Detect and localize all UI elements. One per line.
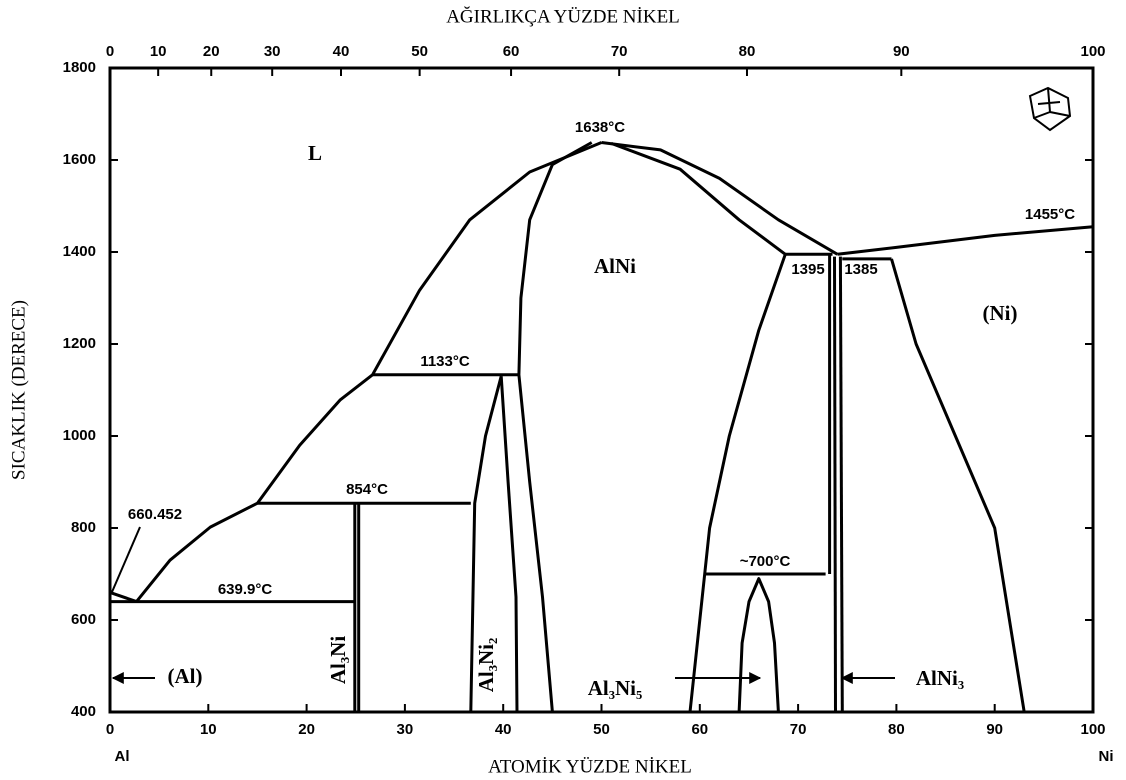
x2-tick-label: 60 bbox=[503, 43, 520, 60]
temperature-label: 1395 bbox=[791, 261, 824, 278]
temperature-label: 854°C bbox=[346, 481, 388, 498]
x-tick-label: 60 bbox=[691, 721, 708, 738]
phase-label: AlNi₃ bbox=[916, 666, 964, 690]
pointer-line bbox=[112, 527, 140, 592]
phase-label: AlNi bbox=[594, 254, 636, 278]
phase-label: (Ni) bbox=[983, 301, 1018, 325]
phase-boundary bbox=[840, 257, 842, 712]
x-tick-label: 100 bbox=[1080, 721, 1105, 738]
y-tick-label: 1200 bbox=[63, 335, 96, 352]
temperature-label: 1455°C bbox=[1025, 206, 1075, 223]
x-tick-label: 10 bbox=[200, 721, 217, 738]
temperature-label: 1385 bbox=[844, 261, 877, 278]
phase-label: Al₃Ni₂ bbox=[474, 638, 498, 693]
x-tick-label: 20 bbox=[298, 721, 315, 738]
phase-boundary bbox=[892, 259, 1025, 712]
endpoint-label: Ni bbox=[1099, 748, 1114, 765]
phase-boundary bbox=[837, 227, 1093, 255]
temperature-label: ~700°C bbox=[740, 553, 791, 570]
temperature-label: 639.9°C bbox=[218, 581, 273, 598]
x2-tick-label: 70 bbox=[611, 43, 628, 60]
x-tick-label: 50 bbox=[593, 721, 610, 738]
y-tick-label: 1800 bbox=[63, 59, 96, 76]
x2-tick-label: 40 bbox=[333, 43, 350, 60]
bottom-axis-title: ATOMİK YÜZDE NİKEL bbox=[488, 756, 692, 777]
icon bbox=[1030, 88, 1070, 130]
x-tick-label: 90 bbox=[986, 721, 1003, 738]
x2-tick-label: 90 bbox=[893, 43, 910, 60]
y-tick-label: 600 bbox=[71, 611, 96, 628]
y-tick-label: 400 bbox=[71, 703, 96, 720]
x-tick-label: 70 bbox=[790, 721, 807, 738]
phase-label: L bbox=[308, 141, 322, 165]
temperature-label: 1133°C bbox=[420, 353, 470, 370]
y-tick-label: 1000 bbox=[63, 427, 96, 444]
phase-label: (Al) bbox=[168, 664, 203, 688]
x2-tick-label: 20 bbox=[203, 43, 220, 60]
temperature-label: 1638°C bbox=[575, 119, 625, 136]
phase-boundary bbox=[739, 579, 778, 712]
phase-label: Al₃Ni bbox=[326, 636, 350, 684]
x2-tick-label: 10 bbox=[150, 43, 167, 60]
y-axis-title: SICAKLIK (DERECE) bbox=[8, 300, 29, 480]
phase-boundary bbox=[690, 254, 785, 712]
phase-boundary bbox=[602, 143, 838, 255]
x2-tick-label: 0 bbox=[106, 43, 114, 60]
plot-frame bbox=[110, 68, 1093, 712]
phase-boundary bbox=[501, 376, 517, 712]
x-tick-label: 40 bbox=[495, 721, 512, 738]
phase-boundary bbox=[611, 143, 785, 254]
y-tick-label: 1400 bbox=[63, 243, 96, 260]
chart: AĞIRLIKÇA YÜZDE NİKEL ATOMİK YÜZDE NİKEL… bbox=[0, 0, 1126, 780]
top-axis-title: AĞIRLIKÇA YÜZDE NİKEL bbox=[446, 5, 680, 27]
x-tick-label: 80 bbox=[888, 721, 905, 738]
phase-boundary bbox=[519, 143, 592, 713]
page: {"chart_data": { "type": "phase-diagram"… bbox=[0, 0, 1126, 780]
x-tick-label: 30 bbox=[397, 721, 414, 738]
y-tick-label: 800 bbox=[71, 519, 96, 536]
temperature-label: 660.452 bbox=[128, 506, 182, 523]
phase-label: Al₃Ni₅ bbox=[588, 676, 643, 700]
y-tick-label: 1600 bbox=[63, 151, 96, 168]
x2-tick-label: 50 bbox=[411, 43, 428, 60]
x2-tick-label: 80 bbox=[739, 43, 756, 60]
x-tick-label: 0 bbox=[106, 721, 114, 738]
x2-tick-label: 30 bbox=[264, 43, 281, 60]
phase-boundary bbox=[835, 257, 836, 712]
endpoint-label: Al bbox=[115, 748, 130, 765]
x2-tick-label: 100 bbox=[1080, 43, 1105, 60]
